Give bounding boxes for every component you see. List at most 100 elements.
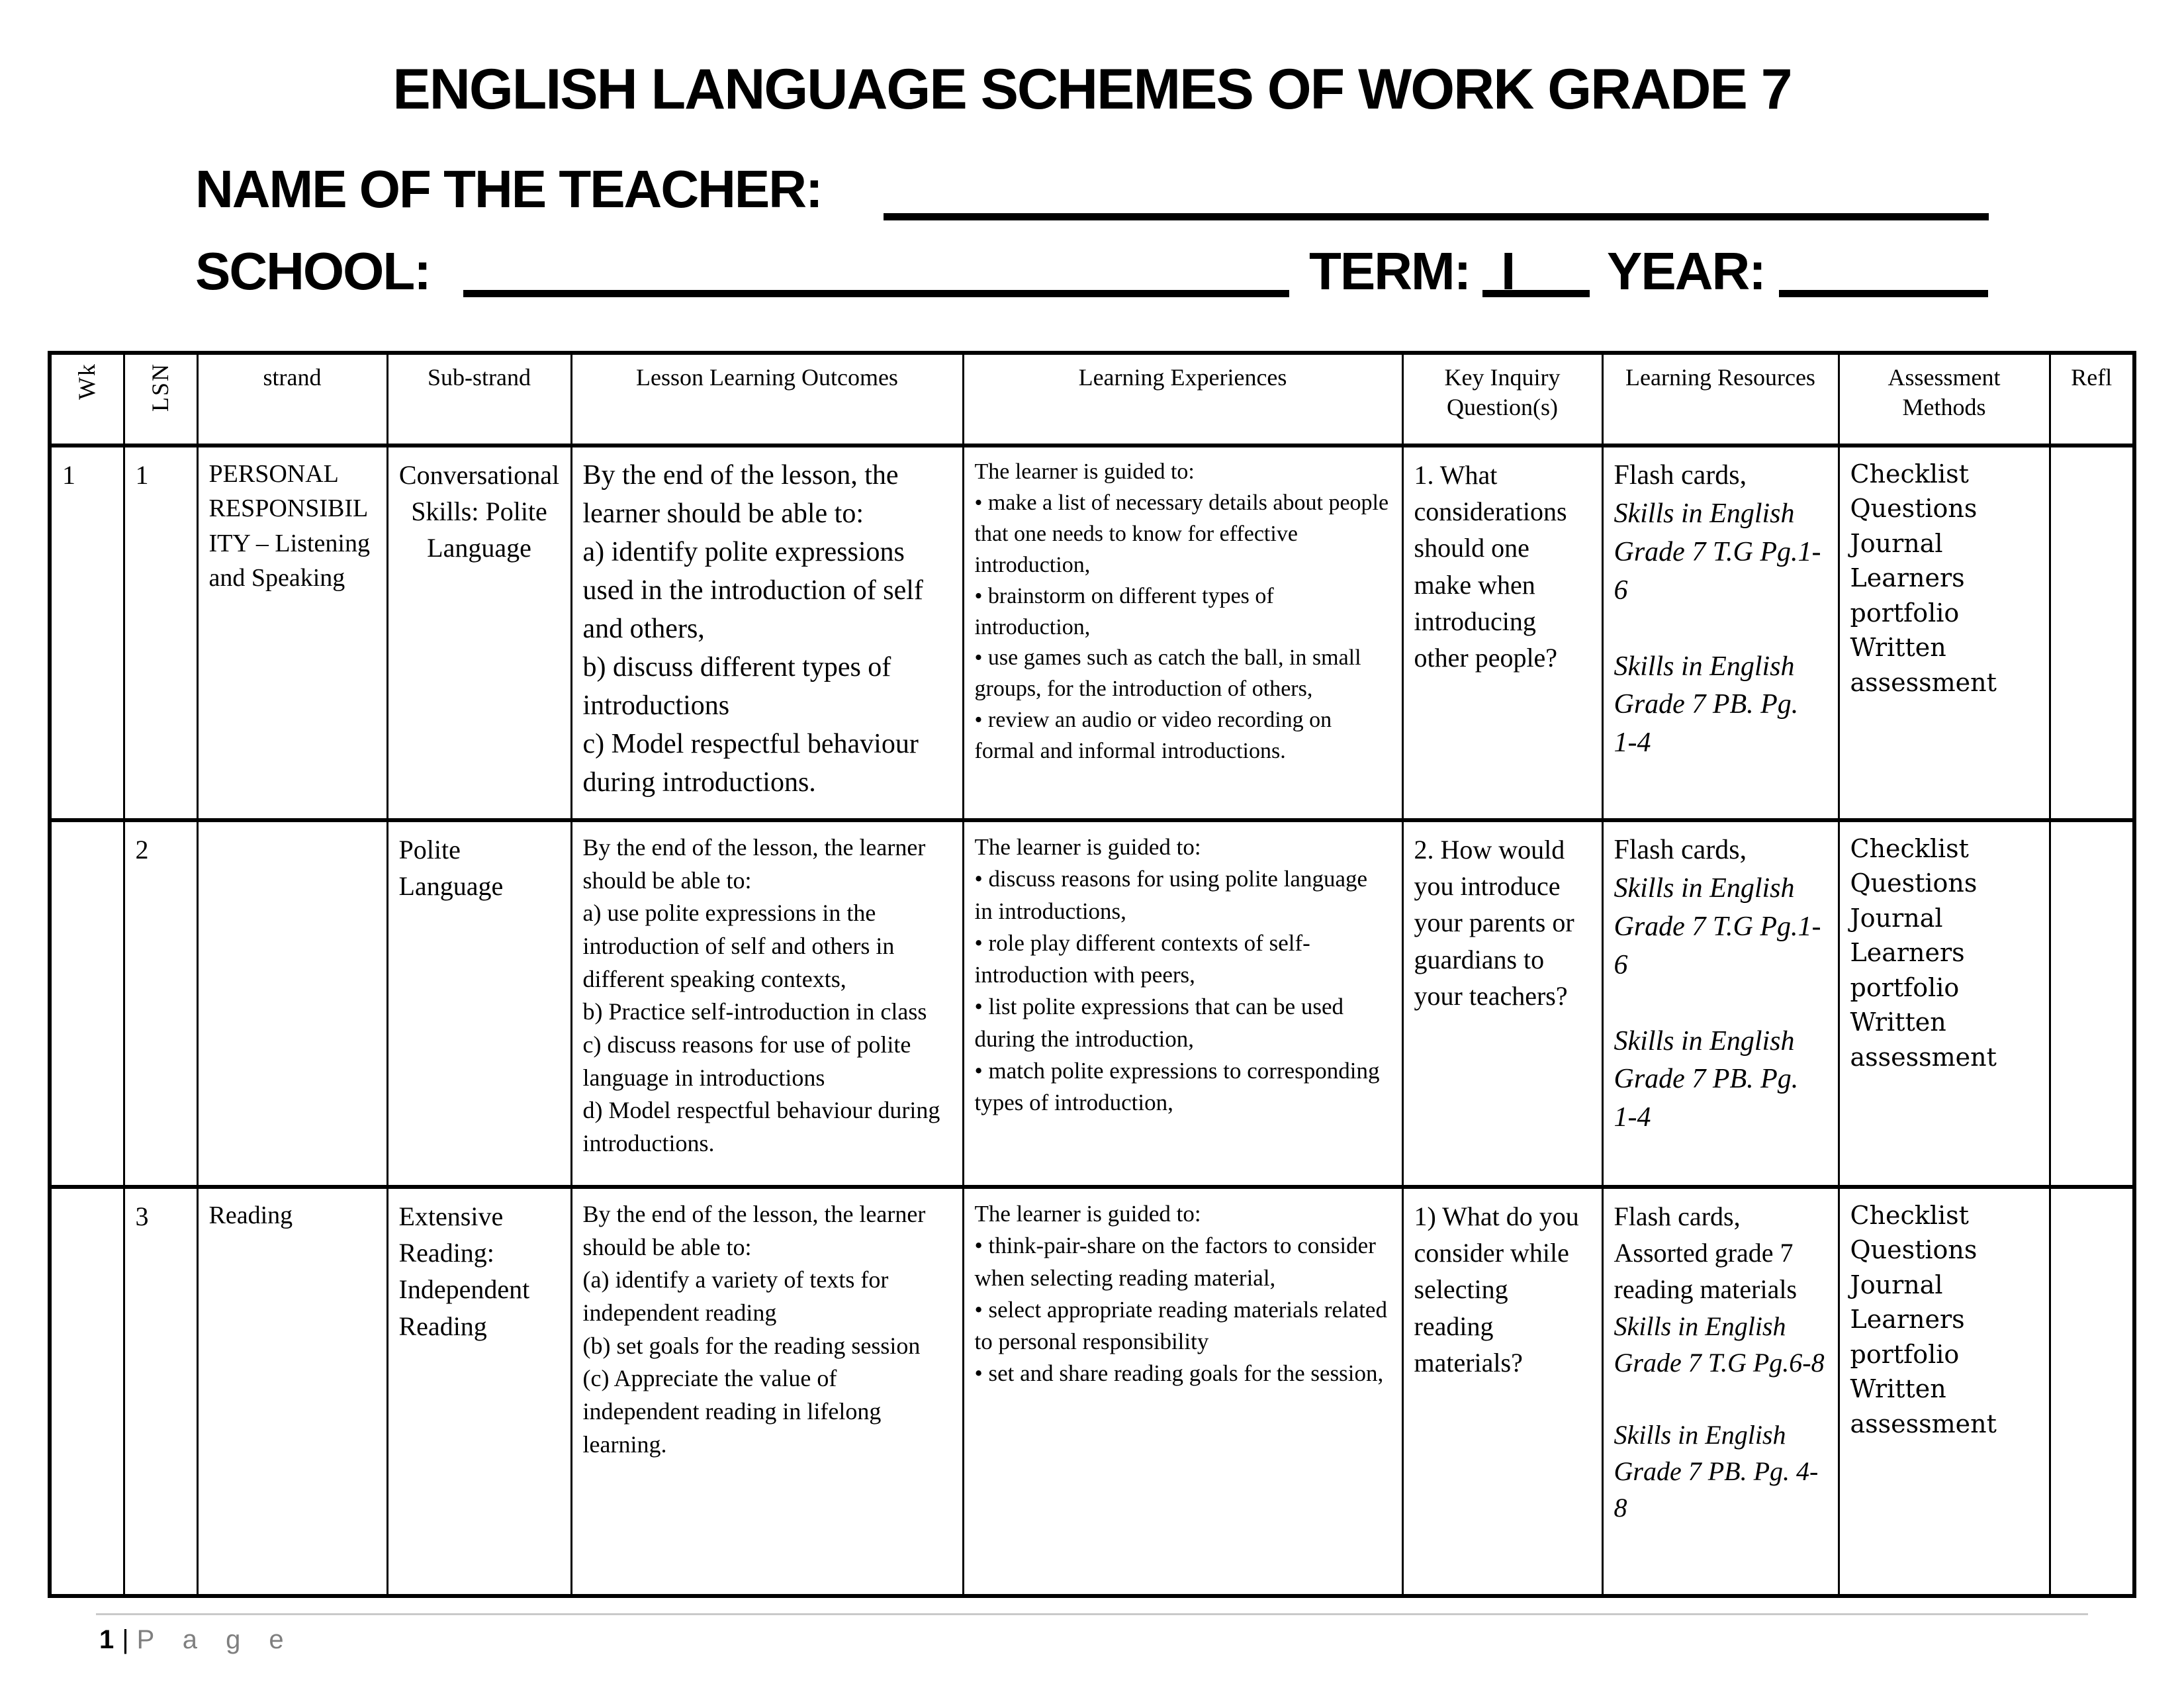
text-line: By the end of the lesson, the learner sh… [582, 834, 926, 894]
text-line: Learners portfolio [1850, 563, 1965, 628]
cell-week-row1: 1 [48, 444, 125, 822]
text-line: (a) identify a variety of texts for inde… [582, 1266, 889, 1327]
table-body: 1 1 PERSONAL RESPONSIBILITY – Listening an… [48, 444, 2136, 1598]
cell-refl-row3 [2048, 1186, 2136, 1598]
footer-divider-line [96, 1613, 2088, 1615]
cell-sub-strand-row2: Polite Language [386, 819, 572, 1189]
cell-learning-resources-row2: Flash cards, Skills in English Grade 7 T.… [1601, 819, 1840, 1189]
term-value: I [1501, 242, 1516, 301]
text-line: Written assessment [1850, 1008, 1997, 1072]
cell-learning-resources-row1: Flash cards, Skills in English Grade 7 T.… [1601, 444, 1840, 822]
resource-book-title: Skills in English Grade 7 PB. Pg. 1-4 [1614, 651, 1799, 759]
text-line: (b) set goals for the reading session [582, 1332, 921, 1359]
cell-strand-row3: Reading [196, 1186, 388, 1598]
resource-item: Assorted grade 7 reading materials [1614, 1238, 1797, 1305]
cell-week-row3 [48, 1186, 125, 1598]
col-header-refl: Refl [2048, 352, 2136, 447]
cell-learning-experiences-row3: The learner is guided to: • think-pair-sh… [962, 1186, 1404, 1598]
col-header-lesson-label: LSN [147, 363, 173, 412]
text-line: Questions [1850, 1235, 1978, 1265]
cell-key-inquiry-question-row3: 1) What do you consider while selecting … [1401, 1186, 1604, 1598]
footer-page-number: 1 [99, 1625, 114, 1654]
cell-key-inquiry-question-row1: 1. What considerations should one make w… [1401, 444, 1604, 822]
text-line: Checklist [1850, 834, 1969, 863]
col-header-sub-strand: Sub-strand [386, 352, 572, 447]
cell-refl-row1 [2048, 444, 2136, 822]
text-line: • think-pair-share on the factors to con… [974, 1233, 1376, 1291]
col-header-week: Wk [48, 352, 125, 447]
footer-separator: | [122, 1625, 129, 1654]
term-label: TERM: [1309, 242, 1471, 301]
text-line: Checklist [1850, 459, 1969, 489]
resource-item: Flash cards, [1614, 835, 1747, 865]
text-line: • brainstorm on different types of intro… [974, 583, 1274, 639]
resource-item [1614, 610, 1827, 648]
text-line: (c) Appreciate the value of independent … [582, 1365, 882, 1458]
text-line: Questions [1850, 494, 1978, 524]
table-row: 2 Polite Language By the end of the lesson… [48, 819, 2136, 1189]
col-header-learning-resources: Learning Resources [1601, 352, 1840, 447]
text-line: • set and share reading goals for the se… [974, 1360, 1384, 1387]
text-line: Written assessment [1850, 633, 1997, 697]
resource-item: Flash cards, [1614, 460, 1747, 491]
col-header-key-inquiry-questions: Key Inquiry Question(s) [1401, 352, 1604, 447]
cell-learning-experiences-row1: The learner is guided to: • make a list o… [962, 444, 1404, 822]
cell-lesson-row2: 2 [122, 819, 199, 1189]
text-line: • role play different contexts of self-i… [974, 929, 1310, 988]
text-line: • use games such as catch the ball, in s… [974, 645, 1361, 702]
cell-assessment-methods-row2: Checklist Questions Journal Learners portfo… [1837, 819, 2051, 1189]
teacher-name-label: NAME OF THE TEACHER: [195, 160, 823, 218]
year-blank-line [1779, 290, 1988, 297]
text-line: a) identify polite expressions used in t… [582, 536, 923, 644]
cell-sub-strand-row3: Extensive Reading: Independent Reading [386, 1186, 572, 1598]
resource-book-title: Skills in English Grade 7 T.G Pg.1-6 [1614, 872, 1821, 980]
cell-learning-resources-row3: Flash cards, Assorted grade 7 reading mat… [1601, 1186, 1840, 1598]
text-line: The learner is guided to: [974, 1201, 1201, 1227]
cell-strand-row1: PERSONAL RESPONSIBILITY – Listening and … [196, 444, 388, 822]
resource-book-title: Skills in English Grade 7 PB. Pg. 1-4 [1614, 1025, 1799, 1133]
col-header-learning-experiences: Learning Experiences [962, 352, 1404, 447]
text-line: Journal [1850, 528, 1943, 558]
text-line: Written assessment [1850, 1374, 1997, 1438]
resource-item: Flash cards, [1614, 1201, 1741, 1231]
text-line: • discuss reasons for using polite langu… [974, 866, 1368, 924]
col-header-strand: strand [196, 352, 388, 447]
year-label: YEAR: [1607, 242, 1766, 301]
footer-page-word: P a g e [136, 1625, 295, 1654]
text-line: Checklist [1850, 1201, 1969, 1230]
cell-assessment-methods-row3: Checklist Questions Journal Learners portfo… [1837, 1186, 2051, 1598]
resource-book-title: Skills in English Grade 7 T.G Pg.1-6 [1614, 498, 1821, 606]
text-line: Journal [1850, 1270, 1943, 1299]
cell-learning-experiences-row2: The learner is guided to: • discuss reaso… [962, 819, 1404, 1189]
text-line: • make a list of necessary details about… [974, 490, 1389, 577]
text-line: c) discuss reasons for use of polite lan… [582, 1031, 911, 1091]
text-line: Learners portfolio [1850, 1305, 1965, 1369]
school-label: SCHOOL: [195, 242, 432, 301]
resource-book-title: Skills in English Grade 7 T.G Pg.6-8 [1614, 1311, 1825, 1378]
table-row: 1 1 PERSONAL RESPONSIBILITY – Listening an… [48, 444, 2136, 822]
text-line: By the end of the lesson, the learner sh… [582, 460, 899, 529]
resource-item [1614, 985, 1827, 1023]
school-blank-line [463, 290, 1289, 297]
text-line: d) Model respectful behaviour during int… [582, 1097, 940, 1157]
resource-item [1614, 1381, 1827, 1417]
text-line: b) Practice self-introduction in class [582, 998, 927, 1025]
text-line: • list polite expressions that can be us… [974, 994, 1344, 1052]
teacher-name-blank-line [884, 213, 1989, 220]
text-line: • select appropriate reading materials r… [974, 1296, 1387, 1355]
col-header-week-label: Wk [73, 363, 101, 400]
footer-page-indicator: 1 | P a g e [99, 1625, 295, 1655]
cell-strand-row2 [196, 819, 388, 1189]
cell-lesson-learning-outcomes-row2: By the end of the lesson, the learner sh… [570, 819, 964, 1189]
cell-lesson-learning-outcomes-row3: By the end of the lesson, the learner sh… [570, 1186, 964, 1598]
text-line: b) discuss different types of introducti… [582, 651, 891, 721]
col-header-lesson: LSN [122, 352, 199, 447]
text-line: Journal [1850, 903, 1943, 933]
table-row: 3 Reading Extensive Reading: Independent R… [48, 1186, 2136, 1598]
cell-lesson-learning-outcomes-row1: By the end of the lesson, the learner sh… [570, 444, 964, 822]
text-line: c) Model respectful behaviour during int… [582, 728, 919, 798]
cell-lesson-row1: 1 [122, 444, 199, 822]
text-line: By the end of the lesson, the learner sh… [582, 1201, 926, 1260]
cell-assessment-methods-row1: Checklist Questions Journal Learners portfo… [1837, 444, 2051, 822]
